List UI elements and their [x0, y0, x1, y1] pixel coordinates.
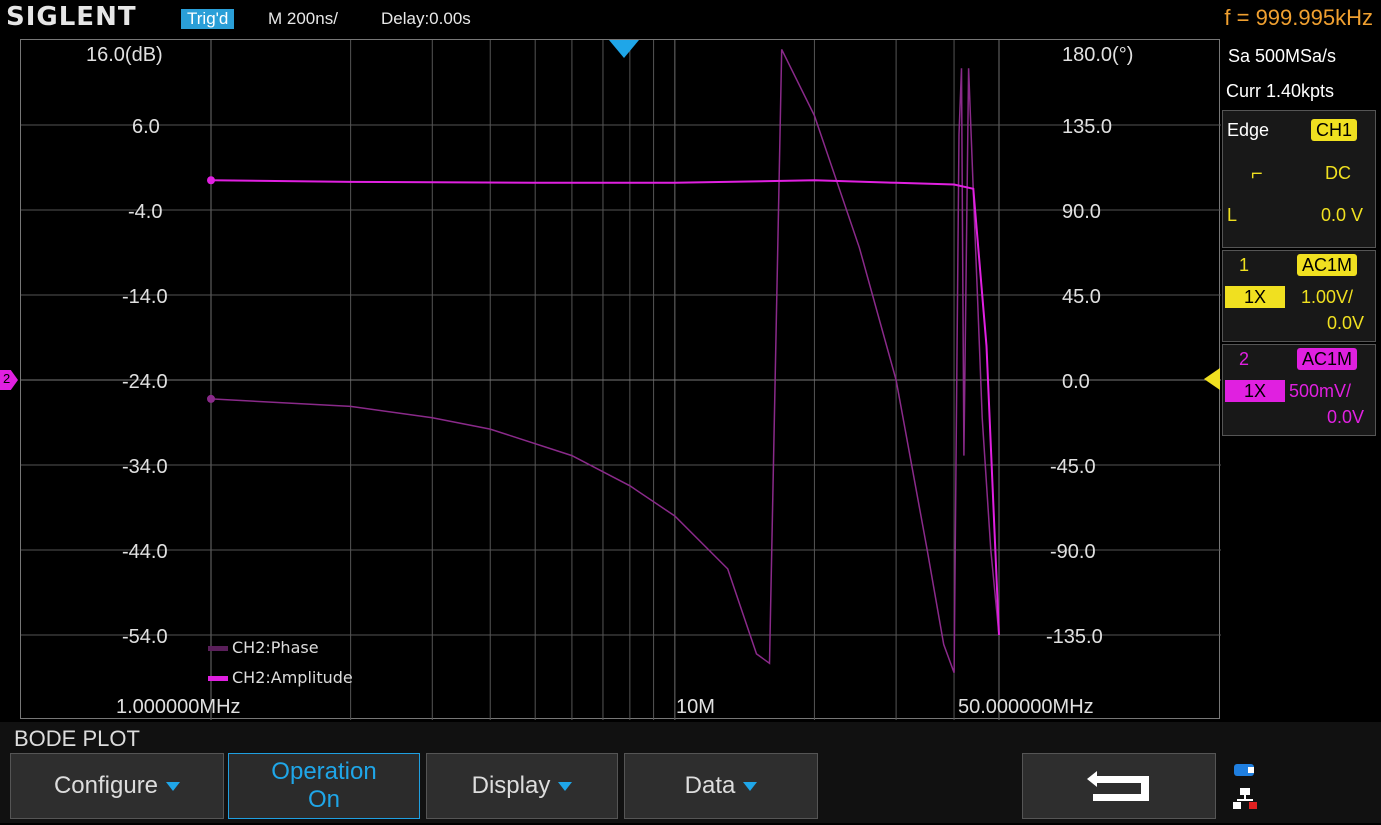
sample-rate-readout: Sa 500MSa/s: [1228, 46, 1337, 66]
network-usb-status-icon: [1232, 760, 1272, 820]
back-button[interactable]: [1022, 753, 1216, 819]
legend-label: CH2:Phase: [232, 638, 319, 657]
right-tick-label: 0.0: [1062, 371, 1090, 393]
trigger-coupling: DC: [1325, 163, 1351, 183]
brand-logo: SIGLENT: [6, 2, 137, 32]
data-button[interactable]: Data: [624, 753, 818, 819]
operation-label: Operation: [271, 758, 377, 785]
legend-item-amplitude: CH2:Amplitude: [208, 668, 353, 687]
ch2-number: 2: [1239, 349, 1250, 369]
ch1-probe-badge: 1X: [1225, 286, 1285, 308]
ch2-scale: 500mV/: [1289, 381, 1352, 401]
status-bar: SIGLENT Trig'd M 200ns/ Delay:0.00s f = …: [0, 0, 1381, 32]
amplitude-series-line: [210, 179, 1000, 636]
ch2-marker-label: 2: [3, 371, 11, 386]
display-label: Display: [471, 772, 551, 799]
display-button[interactable]: Display: [426, 753, 618, 819]
menu-title: BODE PLOT: [14, 726, 140, 751]
delay-readout[interactable]: Delay:0.00s: [381, 9, 471, 28]
left-tick-label: -34.0: [122, 456, 168, 478]
ch1-coupling-badge: AC1M: [1297, 254, 1358, 276]
legend-swatch: [208, 676, 228, 681]
chevron-down-icon: [743, 782, 758, 792]
data-label: Data: [684, 772, 736, 799]
x-start-label: 1.000000MHz: [116, 696, 241, 718]
trigger-level-value: 0.0 V: [1321, 205, 1364, 225]
plot-grid: [21, 40, 1221, 720]
configure-label: Configure: [53, 772, 159, 799]
chevron-down-icon: [558, 782, 573, 792]
ch1-offset: 0.0V: [1327, 313, 1365, 333]
right-tick-label: 90.0: [1062, 201, 1101, 223]
legend-swatch: [208, 646, 228, 651]
left-tick-label: 6.0: [132, 116, 160, 138]
phase-series-line: [210, 49, 1000, 674]
trigger-level-marker[interactable]: [1204, 368, 1220, 390]
amplitude-start-point: [207, 176, 215, 185]
right-tick-label: -135.0: [1046, 626, 1103, 648]
trigger-type: Edge: [1227, 120, 1270, 140]
frequency-readout: f = 999.995kHz: [1224, 5, 1373, 30]
right-tick-label: -90.0: [1050, 541, 1096, 563]
operation-on-button[interactable]: Operation On: [228, 753, 420, 819]
timebase-readout[interactable]: M 200ns/: [268, 9, 338, 28]
operation-state: On: [307, 786, 340, 813]
phase-start-point: [207, 394, 215, 403]
trigger-panel[interactable]: Edge CH1 ⌐ DC L 0.0 V: [1222, 110, 1376, 248]
ch2-offset: 0.0V: [1327, 407, 1365, 427]
x-end-label: 50.000000MHz: [958, 696, 1094, 718]
memory-depth-readout: Curr 1.40kpts: [1226, 81, 1335, 101]
ch2-panel[interactable]: 2 AC1M 1X 500mV/ 0.0V: [1222, 344, 1376, 436]
left-tick-label: -24.0: [122, 371, 168, 393]
chevron-down-icon: [166, 782, 181, 792]
trigger-source-badge: CH1: [1311, 119, 1358, 141]
return-arrow-icon: [1087, 771, 1149, 801]
trigger-status-badge[interactable]: Trig'd: [181, 9, 235, 29]
right-tick-label: 135.0: [1062, 116, 1113, 138]
left-tick-label: -54.0: [122, 626, 168, 648]
configure-button[interactable]: Configure: [10, 753, 224, 819]
legend-label: CH2:Amplitude: [232, 668, 353, 687]
trigger-position-marker[interactable]: [609, 40, 639, 58]
ch1-panel[interactable]: 1 AC1M 1X 1.00V/ 0.0V: [1222, 250, 1376, 342]
bode-plot-area[interactable]: [20, 39, 1221, 720]
left-tick-label: -14.0: [122, 286, 168, 308]
bode-plot-svg: [21, 40, 1221, 720]
legend-item-phase: CH2:Phase: [208, 638, 319, 657]
rising-edge-icon: ⌐: [1251, 163, 1263, 185]
ch2-probe-badge: 1X: [1225, 380, 1285, 402]
right-tick-label: -45.0: [1050, 456, 1096, 478]
ch1-scale: 1.00V/: [1301, 287, 1354, 307]
ch2-level-marker[interactable]: 2: [0, 370, 18, 390]
x-mid-label: 10M: [676, 696, 715, 718]
left-tick-label: -4.0: [128, 201, 163, 223]
left-axis-top-label: 16.0(dB): [86, 44, 163, 66]
left-tick-label: -44.0: [122, 541, 168, 563]
ch2-coupling-badge: AC1M: [1297, 348, 1358, 370]
ch1-number: 1: [1239, 255, 1250, 275]
right-axis-top-label: 180.0(°): [1062, 44, 1134, 66]
right-tick-label: 45.0: [1062, 286, 1101, 308]
trigger-level-label: L: [1227, 205, 1238, 225]
